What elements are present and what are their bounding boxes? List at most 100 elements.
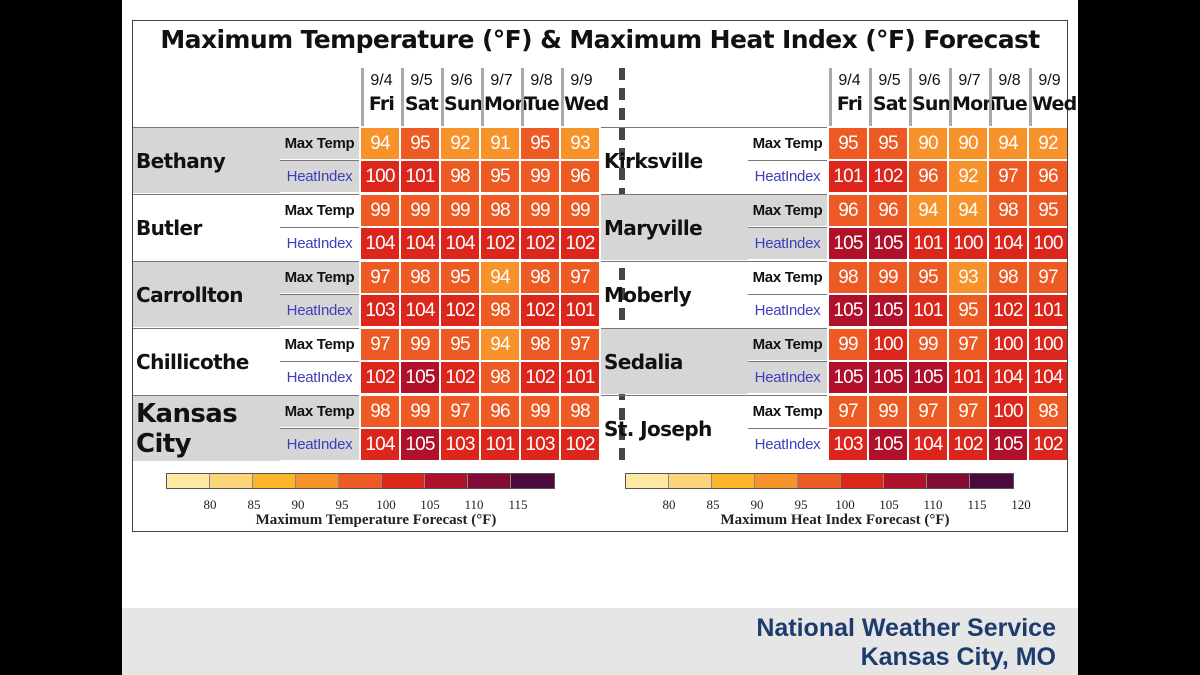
- max-temp-cell: 95: [1029, 195, 1067, 226]
- heat-index-cell: 97: [989, 161, 1027, 192]
- date-column: 9/9 Wed: [1029, 68, 1077, 126]
- city-block: Kansas City Max Temp HeatIndex 98 99 97 96 99 98…: [133, 395, 599, 461]
- legend-swatch: [167, 474, 210, 488]
- max-temp-row: 94 95 92 91 95 93: [361, 128, 601, 159]
- max-temp-label: Max Temp: [748, 127, 827, 159]
- max-temp-cell: 94: [481, 262, 519, 293]
- heat-index-cell: 104: [1029, 362, 1067, 393]
- date-label: 9/8: [998, 72, 1021, 89]
- date-label: 9/5: [410, 72, 433, 89]
- heat-index-cell: 102: [1029, 429, 1067, 460]
- heat-index-cell: 101: [1029, 295, 1067, 326]
- max-temp-cell: 94: [361, 128, 399, 159]
- max-temp-row: 96 96 94 94 98 95: [829, 195, 1069, 226]
- heat-index-cell: 96: [909, 161, 947, 192]
- date-label: 9/7: [958, 72, 981, 89]
- max-temp-cell: 98: [989, 262, 1027, 293]
- max-temp-label: Max Temp: [280, 395, 359, 427]
- heat-index-cell: 104: [401, 295, 439, 326]
- legend-swatch: [382, 474, 425, 488]
- heat-index-legend: 80 85 90 95 100 105 110 115 120 Maximum Heat Ind…: [625, 473, 1045, 531]
- legend-tick-label: 100: [376, 497, 396, 512]
- heat-index-label: HeatIndex: [748, 227, 827, 259]
- city-name: Kansas City: [133, 395, 280, 461]
- max-temp-row: 97 99 97 97 100 98: [829, 396, 1069, 427]
- date-column: 9/7 Mon: [949, 68, 996, 126]
- heat-index-cell: 102: [521, 228, 559, 259]
- max-temp-cell: 92: [1029, 128, 1067, 159]
- city-name: Carrollton: [133, 261, 280, 327]
- max-temp-label: Max Temp: [280, 127, 359, 159]
- weekday-label: Tue: [524, 93, 560, 115]
- legend-swatch: [511, 474, 554, 488]
- heat-index-cell: 101: [401, 161, 439, 192]
- temperature-legend: 80 85 90 95 100 105 110 115 Maximum Temperature…: [166, 473, 586, 531]
- legend-swatch: [253, 474, 296, 488]
- max-temp-cell: 93: [561, 128, 599, 159]
- max-temp-cell: 100: [989, 329, 1027, 360]
- max-temp-cell: 97: [441, 396, 479, 427]
- max-temp-cell: 95: [869, 128, 907, 159]
- heat-index-cell: 95: [481, 161, 519, 192]
- max-temp-cell: 95: [441, 262, 479, 293]
- date-label: 9/5: [878, 72, 901, 89]
- date-column: 9/5 Sat: [869, 68, 907, 126]
- weekday-label: Sun: [912, 93, 951, 115]
- legend-swatch: [927, 474, 970, 488]
- max-temp-label: Max Temp: [280, 194, 359, 226]
- heat-index-cell: 105: [401, 362, 439, 393]
- date-column: 9/9 Wed: [561, 68, 609, 126]
- heat-index-cell: 104: [401, 228, 439, 259]
- city-block: Moberly Max Temp HeatIndex 98 99 95 93 98 97 105 1…: [601, 261, 1067, 327]
- legend-ticks: 80 85 90 95 100 105 110 115: [166, 497, 586, 513]
- date-label: 9/6: [918, 72, 941, 89]
- heat-index-cell: 98: [441, 161, 479, 192]
- heat-index-cell: 102: [949, 429, 987, 460]
- max-temp-cell: 95: [909, 262, 947, 293]
- heat-index-cell: 102: [561, 429, 599, 460]
- legend-tick-label: 115: [967, 497, 987, 512]
- heat-index-cell: 101: [481, 429, 519, 460]
- heat-index-row: 103 104 102 98 102 101: [361, 295, 601, 326]
- org-line-2: Kansas City, MO: [860, 643, 1056, 671]
- max-temp-cell: 100: [989, 396, 1027, 427]
- max-temp-cell: 99: [401, 329, 439, 360]
- max-temp-label: Max Temp: [748, 395, 827, 427]
- city-name: St. Joseph: [601, 395, 748, 461]
- heat-index-cell: 101: [949, 362, 987, 393]
- heat-index-label: HeatIndex: [280, 160, 359, 192]
- max-temp-cell: 97: [909, 396, 947, 427]
- heat-index-cell: 102: [481, 228, 519, 259]
- heat-index-cell: 96: [561, 161, 599, 192]
- office-name: National Weather Service Kansas City, MO: [756, 614, 1056, 672]
- heat-index-cell: 98: [481, 362, 519, 393]
- max-temp-cell: 90: [909, 128, 947, 159]
- max-temp-cell: 94: [989, 128, 1027, 159]
- heat-index-cell: 105: [869, 429, 907, 460]
- legend-tick-label: 85: [247, 497, 261, 512]
- heat-index-cell: 104: [361, 429, 399, 460]
- heat-index-cell: 105: [829, 295, 867, 326]
- heat-index-cell: 96: [1029, 161, 1067, 192]
- legend-swatch: [798, 474, 841, 488]
- date-label: 9/9: [1038, 72, 1061, 89]
- heat-index-label: HeatIndex: [280, 227, 359, 259]
- heat-index-row: 101 102 96 92 97 96: [829, 161, 1069, 192]
- max-temp-cell: 98: [521, 329, 559, 360]
- legend-label: Maximum Temperature Forecast (°F): [255, 512, 497, 528]
- heat-index-cell: 102: [869, 161, 907, 192]
- heat-index-cell: 100: [1029, 228, 1067, 259]
- legend-tick-label: 115: [508, 497, 528, 512]
- heat-index-cell: 95: [949, 295, 987, 326]
- heat-index-cell: 100: [949, 228, 987, 259]
- max-temp-cell: 99: [441, 195, 479, 226]
- heat-index-row: 103 105 104 102 105 102: [829, 429, 1069, 460]
- right-panel: 9/4 Fri 9/5 Sat 9/6 Sun 9/7 Mon 9/8 Tue 9/9 Wed Kir…: [601, 68, 1077, 461]
- max-temp-label: Max Temp: [748, 194, 827, 226]
- heat-index-cell: 103: [361, 295, 399, 326]
- max-temp-label: Max Temp: [280, 328, 359, 360]
- date-column: 9/4 Fri: [361, 68, 399, 126]
- weekday-label: Fri: [836, 93, 863, 115]
- legend-swatch: [841, 474, 884, 488]
- max-temp-cell: 95: [441, 329, 479, 360]
